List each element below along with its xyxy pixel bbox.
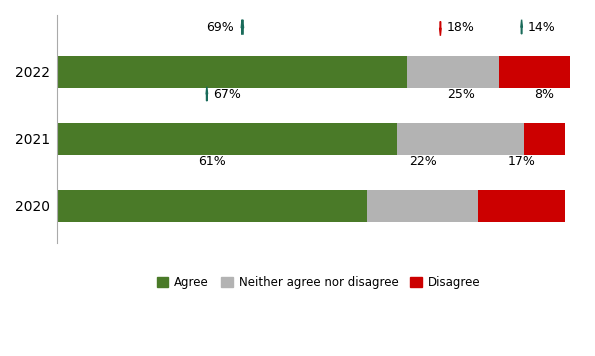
Polygon shape [440,22,441,36]
Text: 67%: 67% [213,88,241,101]
Bar [57,190,367,222]
Polygon shape [521,20,522,34]
Bar [57,123,397,155]
Text: 69%: 69% [206,21,233,35]
Bar [367,190,478,222]
Text: 25%: 25% [447,88,475,101]
Text: 22%: 22% [409,156,437,168]
Bar [408,56,499,88]
Bar [499,56,570,88]
Legend: Agree, Neither agree nor disagree, Disagree: Agree, Neither agree nor disagree, Disag… [152,271,485,294]
Bar [397,123,524,155]
Text: 14%: 14% [528,21,556,35]
Bar [57,56,408,88]
Bar [478,190,565,222]
Text: 18%: 18% [446,21,474,35]
Text: 17%: 17% [508,156,536,168]
Text: 61%: 61% [198,156,226,168]
Bar [524,123,565,155]
Polygon shape [206,87,208,101]
Text: 8%: 8% [534,88,555,101]
